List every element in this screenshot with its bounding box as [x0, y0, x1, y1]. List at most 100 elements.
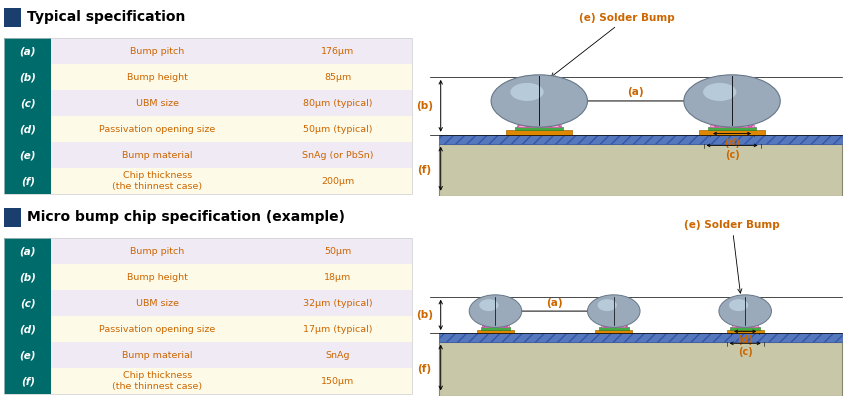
Text: (d): (d)	[19, 124, 36, 134]
FancyBboxPatch shape	[727, 330, 764, 333]
FancyBboxPatch shape	[4, 208, 21, 227]
Text: 50μm: 50μm	[324, 247, 351, 256]
FancyBboxPatch shape	[710, 125, 754, 127]
FancyBboxPatch shape	[599, 327, 629, 330]
Circle shape	[598, 299, 617, 311]
Text: 150μm: 150μm	[321, 377, 355, 386]
FancyBboxPatch shape	[4, 316, 412, 342]
FancyBboxPatch shape	[517, 125, 561, 127]
FancyBboxPatch shape	[595, 330, 632, 333]
FancyBboxPatch shape	[4, 342, 52, 368]
Circle shape	[510, 83, 544, 101]
Text: (b): (b)	[416, 310, 433, 320]
Circle shape	[719, 295, 771, 327]
Text: (a): (a)	[546, 298, 563, 308]
FancyBboxPatch shape	[4, 264, 412, 290]
FancyBboxPatch shape	[480, 327, 510, 330]
Text: Bump material: Bump material	[122, 151, 192, 160]
FancyBboxPatch shape	[4, 90, 412, 116]
Text: 18μm: 18μm	[324, 273, 351, 282]
Text: (f): (f)	[417, 364, 431, 374]
FancyBboxPatch shape	[4, 142, 412, 168]
FancyBboxPatch shape	[4, 238, 412, 264]
Text: (c): (c)	[738, 348, 752, 358]
Text: Bump pitch: Bump pitch	[131, 247, 185, 256]
Text: (a): (a)	[20, 46, 36, 56]
Text: (c): (c)	[20, 298, 35, 308]
Text: (b): (b)	[416, 101, 433, 111]
FancyBboxPatch shape	[699, 130, 765, 135]
Circle shape	[491, 75, 588, 127]
Text: (d): (d)	[737, 336, 753, 346]
Text: (c): (c)	[725, 150, 740, 160]
FancyBboxPatch shape	[477, 330, 514, 333]
FancyBboxPatch shape	[438, 144, 842, 196]
FancyBboxPatch shape	[708, 127, 756, 130]
Circle shape	[704, 83, 736, 101]
Text: 85μm: 85μm	[324, 73, 351, 82]
FancyBboxPatch shape	[4, 264, 52, 290]
Text: Chip thickness
(the thinnest case): Chip thickness (the thinnest case)	[113, 172, 203, 191]
Text: UBM size: UBM size	[136, 99, 179, 108]
Text: (e) Solder Bump: (e) Solder Bump	[684, 220, 780, 293]
FancyBboxPatch shape	[4, 290, 52, 316]
Circle shape	[469, 295, 521, 327]
Text: (b): (b)	[19, 272, 36, 282]
Text: (b): (b)	[19, 72, 36, 82]
FancyBboxPatch shape	[730, 327, 760, 330]
FancyBboxPatch shape	[438, 333, 842, 342]
FancyBboxPatch shape	[4, 90, 52, 116]
Text: (d): (d)	[19, 324, 36, 334]
Text: (f): (f)	[21, 376, 34, 386]
Text: 80μm (typical): 80μm (typical)	[303, 99, 373, 108]
FancyBboxPatch shape	[4, 168, 412, 194]
Text: 17μm (typical): 17μm (typical)	[303, 325, 373, 334]
FancyBboxPatch shape	[4, 8, 21, 27]
Text: UBM size: UBM size	[136, 299, 179, 308]
FancyBboxPatch shape	[483, 326, 509, 327]
Text: 176μm: 176μm	[321, 47, 355, 56]
Text: 50μm (typical): 50μm (typical)	[303, 125, 373, 134]
Text: Passivation opening size: Passivation opening size	[99, 125, 216, 134]
FancyBboxPatch shape	[4, 168, 52, 194]
FancyBboxPatch shape	[438, 135, 842, 144]
FancyBboxPatch shape	[4, 64, 412, 90]
Text: (e): (e)	[20, 350, 36, 360]
Text: Typical specification: Typical specification	[27, 10, 185, 24]
Text: (c): (c)	[20, 98, 35, 108]
Text: 32μm (typical): 32μm (typical)	[303, 299, 373, 308]
FancyBboxPatch shape	[4, 38, 412, 64]
FancyBboxPatch shape	[4, 142, 52, 168]
FancyBboxPatch shape	[600, 326, 627, 327]
Text: Bump height: Bump height	[127, 273, 188, 282]
Text: Chip thickness
(the thinnest case): Chip thickness (the thinnest case)	[113, 372, 203, 391]
Text: (a): (a)	[20, 246, 36, 256]
FancyBboxPatch shape	[732, 326, 758, 327]
Text: (e) Solder Bump: (e) Solder Bump	[551, 13, 675, 77]
Text: Bump height: Bump height	[127, 73, 188, 82]
FancyBboxPatch shape	[4, 290, 412, 316]
Text: SnAg: SnAg	[326, 351, 350, 360]
FancyBboxPatch shape	[4, 342, 412, 368]
FancyBboxPatch shape	[4, 116, 412, 142]
Text: 200μm: 200μm	[321, 177, 355, 186]
FancyBboxPatch shape	[4, 238, 52, 264]
Text: (a): (a)	[627, 87, 644, 97]
Text: Micro bump chip specification (example): Micro bump chip specification (example)	[27, 210, 344, 224]
FancyBboxPatch shape	[4, 38, 52, 64]
FancyBboxPatch shape	[507, 130, 572, 135]
Text: (e): (e)	[20, 150, 36, 160]
FancyBboxPatch shape	[438, 342, 842, 396]
Circle shape	[479, 299, 498, 311]
FancyBboxPatch shape	[4, 116, 52, 142]
Text: Passivation opening size: Passivation opening size	[99, 325, 216, 334]
FancyBboxPatch shape	[515, 127, 564, 130]
FancyBboxPatch shape	[4, 368, 52, 394]
Circle shape	[588, 295, 640, 327]
Text: Bump pitch: Bump pitch	[131, 47, 185, 56]
FancyBboxPatch shape	[4, 368, 412, 394]
Text: Bump material: Bump material	[122, 351, 192, 360]
Text: (f): (f)	[21, 176, 34, 186]
Text: (f): (f)	[417, 165, 431, 175]
FancyBboxPatch shape	[4, 64, 52, 90]
